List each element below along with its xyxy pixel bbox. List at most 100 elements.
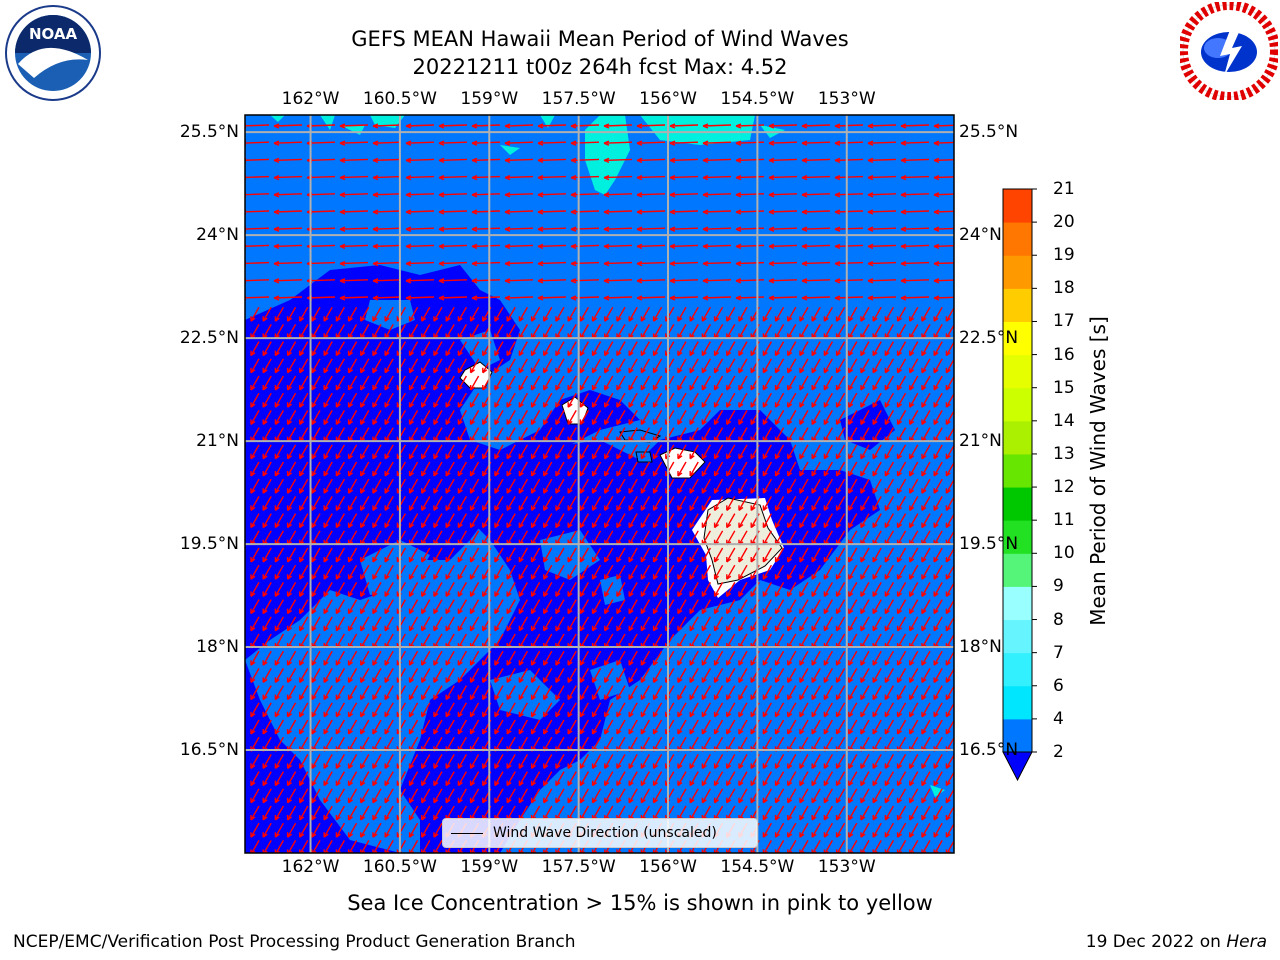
wind-wave-vector bbox=[774, 478, 785, 494]
wind-wave-vector bbox=[323, 496, 333, 511]
wind-wave-vector bbox=[872, 668, 882, 683]
wind-wave-vector bbox=[835, 805, 846, 821]
wind-wave-vector bbox=[438, 209, 468, 215]
wind-wave-vector bbox=[323, 719, 333, 735]
wind-wave-vector bbox=[835, 702, 846, 718]
wind-wave-vector bbox=[530, 410, 541, 425]
wind-wave-vector bbox=[299, 306, 309, 322]
wind-wave-vector bbox=[616, 392, 626, 408]
wind-wave-vector bbox=[537, 157, 567, 164]
wind-wave-vector bbox=[286, 582, 297, 597]
wind-wave-vector bbox=[335, 668, 346, 683]
wind-wave-vector bbox=[616, 358, 626, 374]
wind-wave-vector bbox=[604, 702, 614, 718]
wind-wave-vector bbox=[469, 392, 480, 408]
wind-wave-vector bbox=[726, 375, 736, 391]
wind-wave-vector bbox=[506, 650, 516, 666]
wind-wave-vector bbox=[867, 140, 897, 146]
wind-wave-vector bbox=[518, 599, 529, 615]
wind-wave-vector bbox=[299, 702, 309, 718]
wind-wave-vector bbox=[604, 444, 614, 460]
wind-wave-vector bbox=[799, 719, 809, 735]
wind-wave-vector bbox=[408, 754, 419, 769]
wind-wave-vector bbox=[848, 650, 858, 666]
wind-wave-vector bbox=[884, 668, 895, 683]
wind-wave-vector bbox=[591, 444, 602, 460]
wind-wave-vector bbox=[872, 805, 882, 821]
wind-wave-vector bbox=[713, 650, 724, 666]
wind-wave-vector bbox=[768, 226, 798, 232]
wind-wave-vector bbox=[469, 444, 480, 460]
colorbar-tick-label: 21 bbox=[1053, 179, 1075, 199]
wind-wave-vector bbox=[323, 754, 333, 769]
wind-wave-vector bbox=[652, 650, 663, 666]
wind-wave-vector bbox=[372, 410, 382, 425]
wind-wave-vector bbox=[860, 719, 870, 735]
wind-wave-vector bbox=[591, 392, 602, 408]
wind-wave-vector bbox=[445, 547, 455, 563]
wind-wave-vector bbox=[591, 754, 602, 769]
wind-wave-vector bbox=[616, 547, 626, 563]
wind-wave-vector bbox=[677, 616, 687, 632]
wind-wave-vector bbox=[299, 822, 309, 838]
x-tick-label-top: 154.5°W bbox=[720, 89, 795, 109]
colorbar-segment bbox=[1003, 718, 1032, 753]
wind-wave-vector bbox=[567, 513, 577, 529]
wind-wave-vector bbox=[628, 341, 638, 357]
wind-wave-vector bbox=[408, 547, 419, 563]
wind-wave-vector bbox=[799, 341, 809, 357]
wind-wave-vector bbox=[360, 754, 370, 769]
wind-wave-vector bbox=[896, 582, 907, 597]
wind-wave-vector bbox=[274, 702, 285, 718]
wind-wave-vector bbox=[823, 822, 834, 838]
wind-wave-vector bbox=[762, 582, 773, 597]
wind-wave-vector bbox=[616, 702, 626, 718]
wind-wave-vector bbox=[299, 771, 309, 787]
wind-wave-vector bbox=[677, 754, 687, 769]
wind-wave-vector bbox=[504, 174, 534, 181]
wind-wave-vector bbox=[677, 702, 687, 718]
wind-wave-vector bbox=[347, 599, 358, 615]
wind-wave-vector bbox=[530, 375, 541, 391]
wind-wave-vector bbox=[713, 410, 724, 425]
wind-wave-vector bbox=[518, 513, 529, 529]
wind-wave-vector bbox=[471, 192, 501, 198]
wind-wave-vector bbox=[896, 547, 907, 563]
wind-wave-vector bbox=[787, 306, 797, 322]
wind-wave-vector bbox=[433, 788, 443, 804]
wind-wave-vector bbox=[299, 513, 309, 529]
wind-wave-vector bbox=[405, 192, 435, 198]
wind-wave-vector bbox=[372, 260, 402, 267]
wind-wave-vector bbox=[762, 513, 773, 529]
wind-wave-vector bbox=[921, 444, 931, 460]
wind-wave-vector bbox=[360, 341, 370, 357]
wind-wave-vector bbox=[652, 341, 663, 357]
wind-wave-vector bbox=[494, 392, 504, 408]
wind-wave-vector bbox=[543, 392, 553, 408]
wind-wave-vector bbox=[471, 226, 501, 232]
wind-wave-vector bbox=[372, 513, 382, 529]
wind-wave-vector bbox=[872, 754, 882, 769]
wind-wave-vector bbox=[274, 306, 285, 322]
wind-wave-vector bbox=[543, 306, 553, 322]
footer-date: 19 Dec 2022 on Hera bbox=[1085, 932, 1267, 952]
wind-wave-vector bbox=[799, 754, 809, 769]
wind-wave-vector bbox=[933, 771, 943, 787]
wind-wave-vector bbox=[372, 461, 382, 477]
wind-wave-vector bbox=[494, 564, 504, 580]
wind-wave-vector bbox=[311, 392, 321, 408]
wind-wave-vector bbox=[384, 582, 394, 597]
wind-wave-vector bbox=[713, 668, 724, 683]
wind-wave-vector bbox=[774, 564, 785, 580]
wind-wave-vector bbox=[250, 616, 260, 632]
wind-wave-vector bbox=[640, 719, 651, 735]
wind-wave-vector bbox=[384, 754, 394, 769]
wind-wave-vector bbox=[909, 754, 919, 769]
wind-wave-vector bbox=[274, 478, 285, 494]
colorbar-tick-label: 8 bbox=[1053, 609, 1064, 630]
wind-wave-vector bbox=[567, 719, 577, 735]
wind-wave-vector bbox=[408, 341, 419, 357]
wind-wave-vector bbox=[323, 375, 333, 391]
wind-wave-vector bbox=[347, 822, 358, 838]
wind-wave-vector bbox=[591, 719, 602, 735]
